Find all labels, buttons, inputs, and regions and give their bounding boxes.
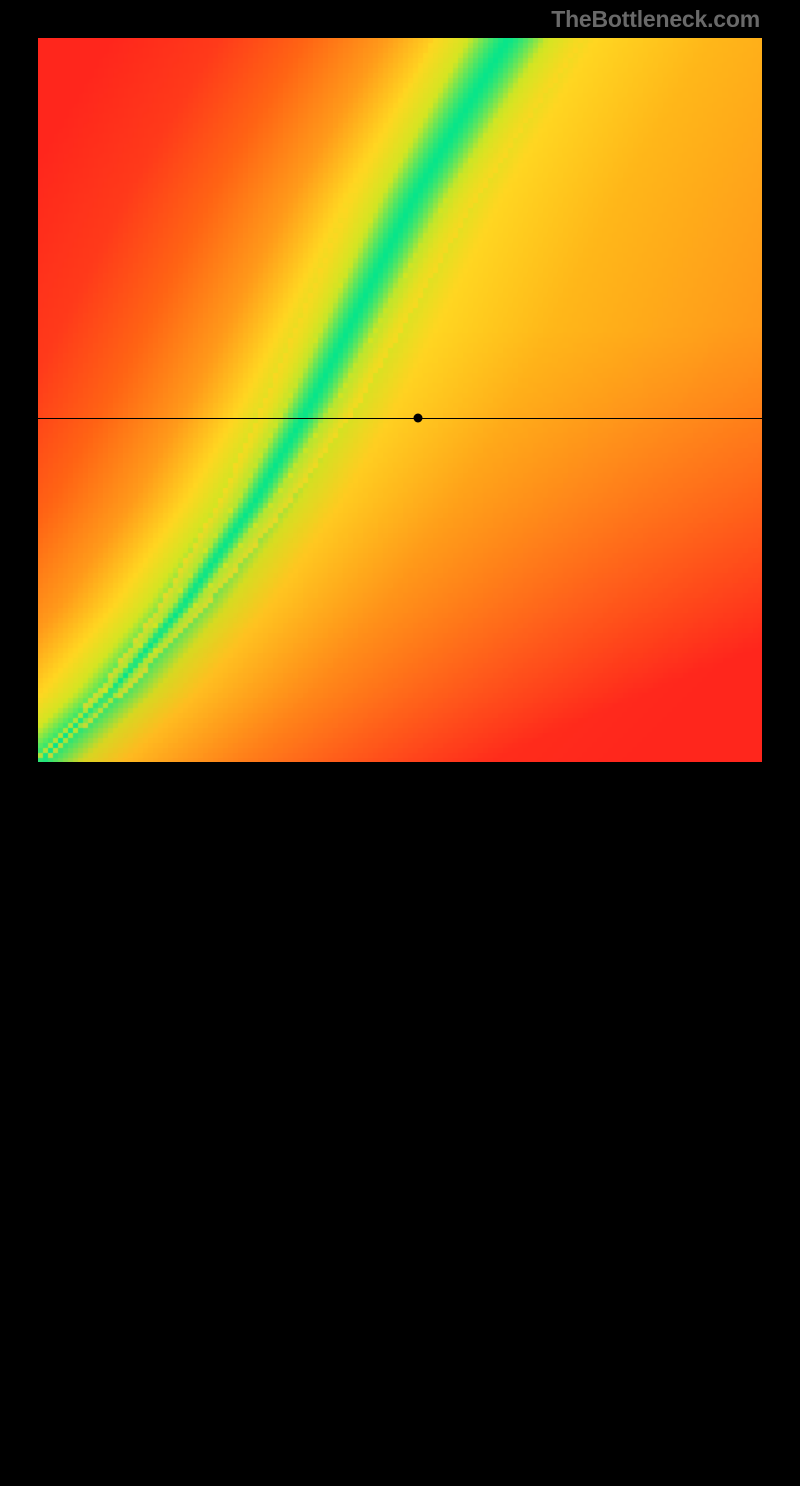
crosshair-dot xyxy=(414,414,423,423)
watermark-text: TheBottleneck.com xyxy=(551,6,760,33)
heatmap-plot xyxy=(38,38,762,762)
crosshair-horizontal xyxy=(38,418,762,419)
crosshair-vertical xyxy=(418,762,419,1486)
heatmap-canvas xyxy=(38,38,762,762)
